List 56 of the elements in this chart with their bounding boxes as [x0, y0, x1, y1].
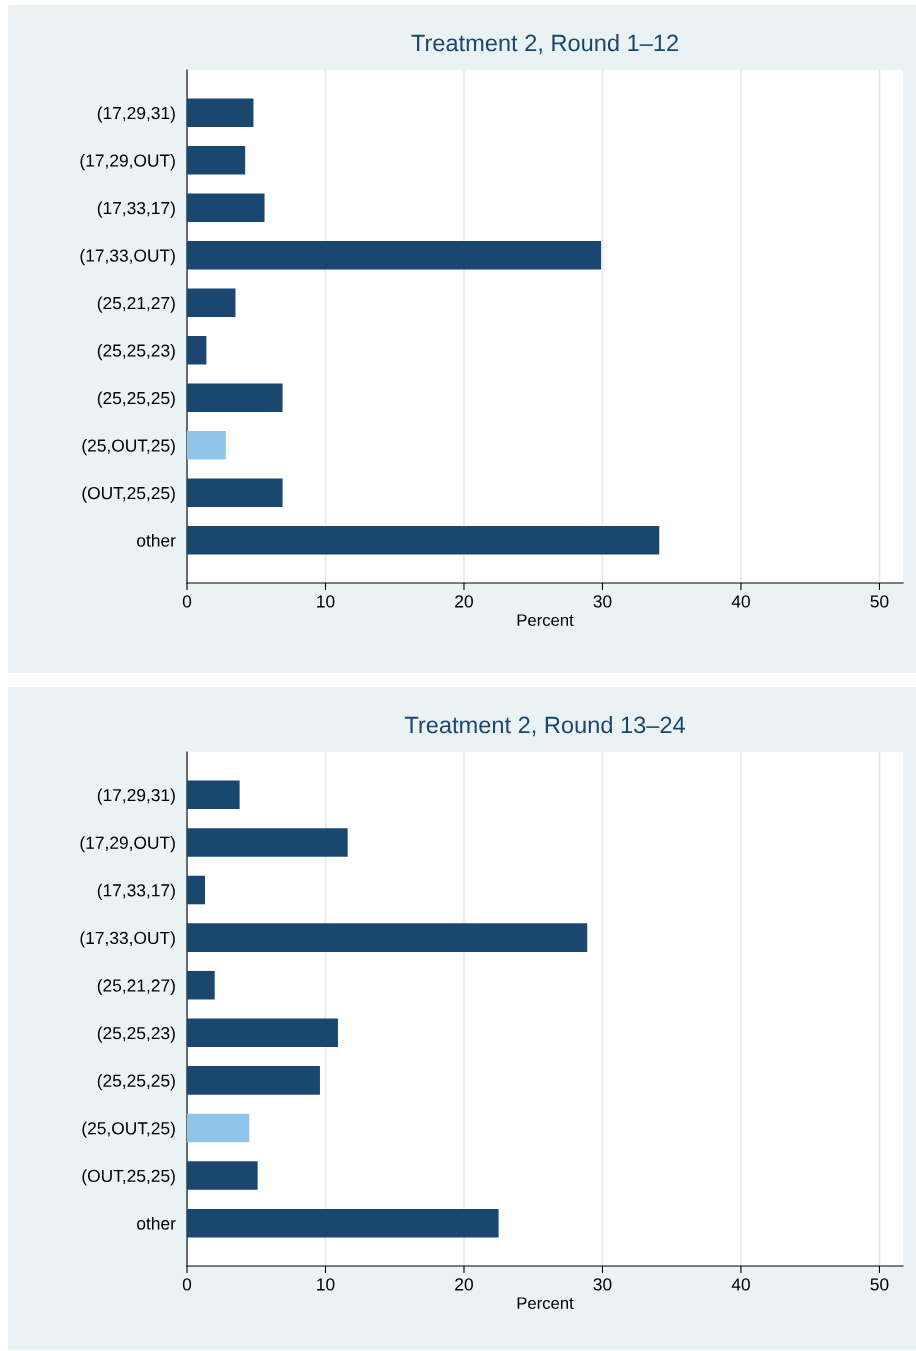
y-tick-label: (17,33,17)	[97, 201, 175, 218]
x-tick-label: 10	[317, 595, 335, 608]
bar	[187, 875, 205, 905]
y-tick-label: (25,21,27)	[97, 296, 175, 313]
x-tick-label: 30	[593, 1278, 612, 1291]
bar	[187, 1066, 320, 1095]
bar	[187, 1113, 250, 1143]
bar	[187, 478, 283, 507]
y-tick-label: (25,OUT,25)	[82, 1121, 175, 1138]
y-tick-label: (OUT,25,25)	[82, 1169, 175, 1186]
x-axis-title: Percent	[517, 614, 574, 627]
x-tick-label: 40	[731, 595, 750, 608]
y-tick-label: (25,25,25)	[97, 391, 175, 408]
bar	[187, 193, 265, 222]
bar	[187, 1208, 499, 1238]
y-tick-label: other	[137, 1216, 176, 1230]
x-tick-label: 20	[455, 1278, 473, 1291]
y-tick-label: (25,25,23)	[97, 1026, 175, 1043]
y-tick-label: (25,21,27)	[97, 978, 175, 996]
y-tick-label: (OUT,25,25)	[82, 486, 175, 503]
y-tick-label: (17,29,31)	[97, 106, 175, 123]
bar	[187, 780, 240, 810]
bar	[187, 526, 660, 555]
bar	[187, 288, 236, 317]
y-tick-label: (17,29,OUT)	[80, 153, 175, 171]
bar	[187, 828, 348, 857]
x-tick-label: 0	[182, 595, 192, 608]
y-tick-label: other	[137, 533, 176, 547]
x-tick-label: 50	[870, 595, 889, 608]
y-tick-label: (17,33,OUT)	[80, 931, 175, 948]
bar	[187, 923, 588, 952]
bar	[187, 1161, 258, 1190]
bar	[187, 431, 226, 460]
y-tick-label: (17,33,OUT)	[80, 248, 175, 266]
chart-title: Treatment 2, Round 13–24	[404, 716, 685, 737]
bar	[187, 970, 215, 1000]
x-tick-label: 50	[870, 1278, 889, 1291]
x-axis-title: Percent	[517, 1297, 574, 1310]
bar	[187, 1018, 338, 1048]
bar	[187, 383, 283, 412]
y-tick-label: (25,OUT,25)	[82, 438, 175, 456]
y-tick-label: (17,29,31)	[97, 788, 175, 805]
bar	[187, 98, 254, 127]
y-tick-label: (25,25,25)	[97, 1074, 175, 1091]
y-tick-label: (17,29,OUT)	[80, 836, 175, 853]
x-tick-label: 0	[182, 1278, 192, 1291]
x-tick-label: 10	[317, 1278, 335, 1291]
bar	[187, 336, 207, 365]
chart-title: Treatment 2, Round 1–12	[411, 34, 678, 55]
x-tick-label: 40	[731, 1278, 750, 1291]
y-tick-label: (17,33,17)	[97, 883, 175, 900]
x-tick-label: 20	[455, 595, 473, 608]
y-tick-label: (25,25,23)	[97, 343, 175, 361]
bar	[187, 146, 246, 175]
bar	[187, 241, 602, 270]
x-tick-label: 30	[593, 595, 612, 608]
